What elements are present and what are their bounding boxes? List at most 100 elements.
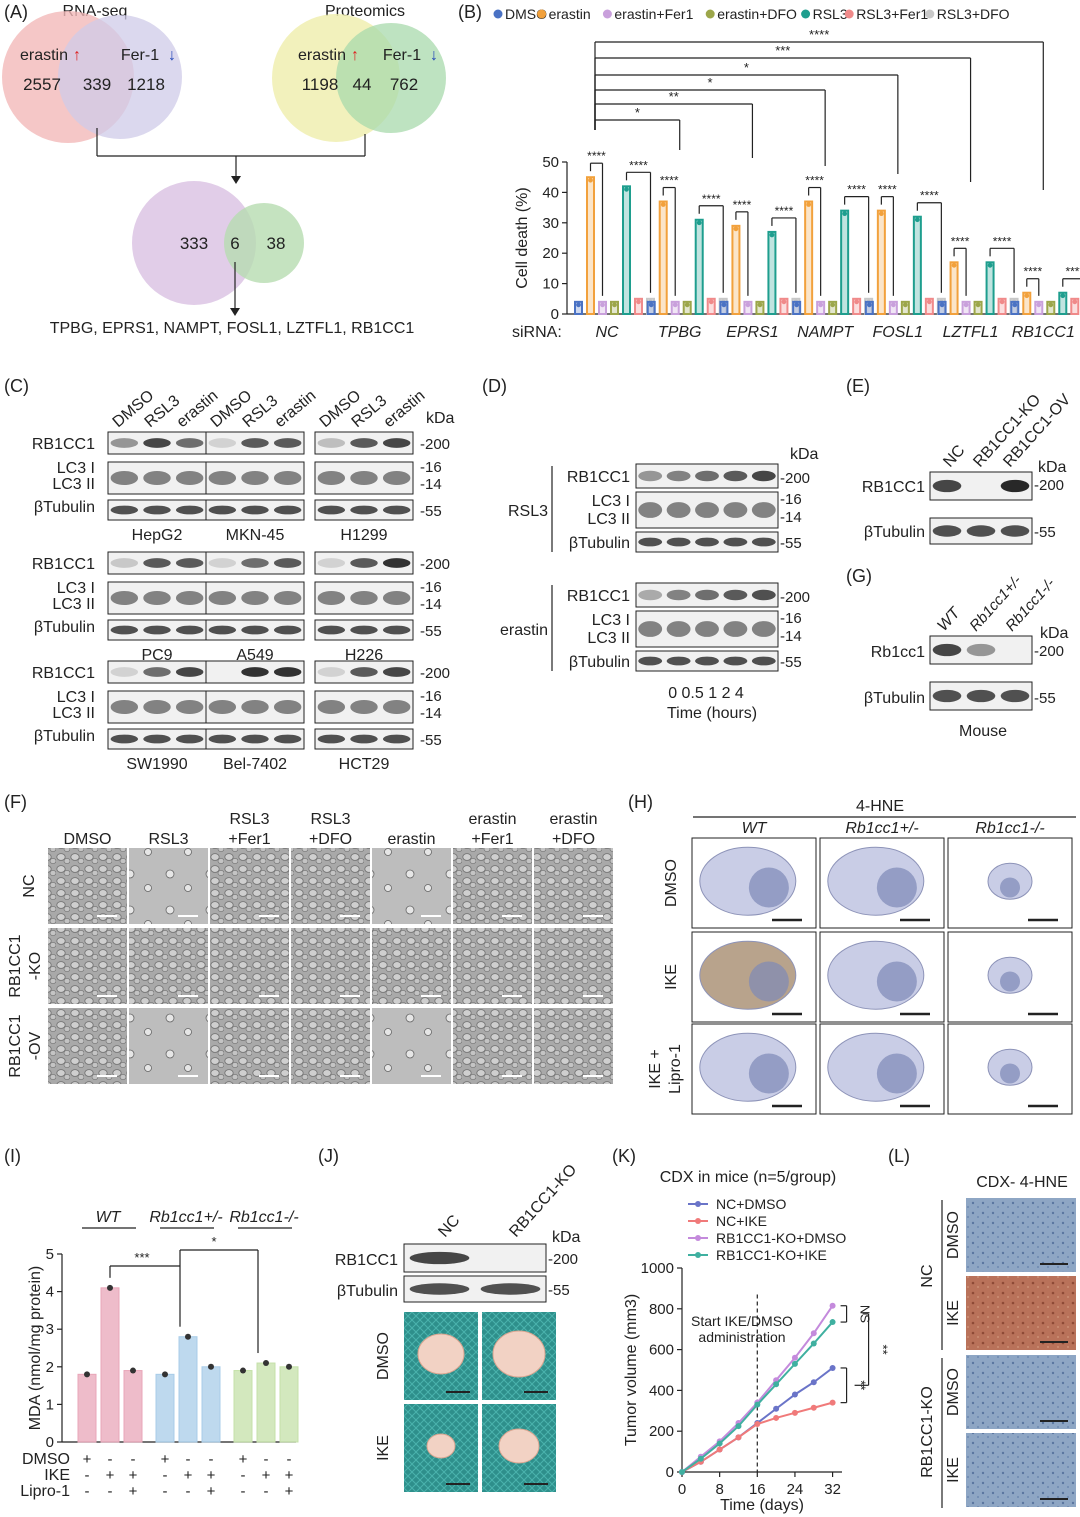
data-point (902, 302, 908, 308)
data-point (781, 299, 787, 305)
row-label-rb1cc1: RB1CC1 (32, 436, 95, 453)
legend-marker-4 (801, 9, 811, 19)
condition-sign: + (161, 1451, 170, 1468)
bar-EPRS1-0 (719, 300, 729, 315)
chart-title: CDX in mice (n=5/group) (660, 1169, 837, 1186)
y-axis-label: MDA (nmol/mg protein) (27, 1266, 44, 1431)
x-tick-label: 8 (715, 1481, 723, 1498)
blot-rb1cc1-band (110, 558, 139, 568)
data-point (754, 1401, 761, 1408)
row-label-lc3ii: LC3 II (52, 596, 95, 613)
sig-label: *** (134, 1250, 149, 1265)
data-point (951, 262, 957, 268)
blot-tubulin-band (317, 505, 346, 515)
y-tick-label: 0 (551, 306, 559, 323)
blot-rb1cc1-band (273, 667, 302, 677)
blot-tubulin-band (723, 656, 748, 666)
bar-FOSL1-0 (864, 300, 874, 315)
legend-marker-0 (695, 1201, 701, 1207)
mda-bar (178, 1336, 198, 1443)
marker-55: -55 (420, 623, 442, 640)
lane-label: NC (940, 442, 968, 471)
sig-label: **** (951, 234, 970, 248)
genotype-label: WT (742, 820, 768, 837)
group-label-2: Rb1cc1-/- (229, 1209, 298, 1226)
combined-n-right: 38 (267, 234, 286, 253)
row-label: RB1CC1 (862, 479, 925, 496)
bar-TPBG-2 (670, 300, 680, 315)
marker-14: -14 (420, 476, 442, 493)
blot-lc3-band (143, 470, 171, 486)
row-label-lc3ii: LC3 II (587, 511, 630, 528)
bar-LZTFL1-4 (985, 261, 995, 316)
blot-rb1cc1-band (932, 479, 962, 493)
marker: -14 (780, 509, 802, 526)
y-tick-label: 0 (666, 1464, 674, 1481)
photo-row-label: DMSO (375, 1332, 392, 1380)
category-label-NC: NC (595, 324, 619, 341)
cell-line-label: HepG2 (132, 527, 183, 544)
panel-letter-c: (C) (4, 376, 29, 396)
legend-marker-5 (844, 9, 854, 19)
blot-tubulin-band (241, 734, 269, 744)
data-point (975, 302, 981, 308)
blot-tubulin-band (208, 625, 237, 635)
kda-label: kDa (1040, 625, 1069, 642)
category-label-LZTFL1: LZTFL1 (943, 324, 999, 341)
blot-rb1cc1-band (175, 438, 204, 448)
blot-lc3-band (350, 590, 378, 606)
cell-line-label: H1299 (340, 527, 387, 544)
data-point (588, 177, 593, 183)
blot-rb1cc1-band (241, 558, 269, 568)
blot-tubulin-band (317, 625, 346, 635)
prot-fer1-circle (336, 23, 446, 133)
data-point (1012, 302, 1018, 308)
sig-label: **** (878, 183, 897, 197)
condition-sign: - (186, 1451, 191, 1468)
micrograph (372, 848, 451, 924)
x-tick-label: 16 (749, 1481, 766, 1498)
x-tick-label: 0 (678, 1481, 686, 1498)
treatment-label: Lipro-1 (667, 1044, 684, 1094)
blot-lc3-band (382, 699, 411, 715)
sig-label: **** (660, 174, 679, 188)
data-point (914, 217, 920, 223)
row-label-lc3i: LC3 I (57, 689, 95, 706)
bar-RB1CC1-1 (1022, 291, 1032, 316)
marker-200: -200 (420, 556, 450, 573)
prot-right-label: Fer-1 (383, 47, 421, 64)
vline-annotation: administration (698, 1329, 785, 1345)
row-label: DMSO (945, 1211, 962, 1259)
blot-lc3-band (751, 621, 776, 637)
blot-tubulin-band (480, 1283, 541, 1295)
data-point (829, 1399, 836, 1406)
micrograph (291, 848, 370, 924)
condition-sign: - (85, 1483, 90, 1500)
data-point (791, 1409, 798, 1416)
row-label: -OV (27, 1031, 44, 1060)
blot-rb1cc1-band (723, 470, 748, 482)
arrow-head-icon (231, 176, 241, 184)
col-label: +DFO (309, 831, 352, 848)
data-point (672, 302, 678, 308)
kda-label: kDa (790, 446, 819, 463)
blot-rb1cc1-band (966, 643, 996, 657)
blot-lc3-band (110, 699, 139, 715)
cell-line-label: MKN-45 (226, 527, 285, 544)
kda-label: kDa (426, 410, 455, 427)
data-point (240, 1367, 246, 1374)
blot-rb1cc1-band (382, 667, 411, 677)
micrograph (129, 1008, 208, 1084)
photo-row-label: IKE (375, 1435, 392, 1461)
mda-bar (123, 1370, 143, 1443)
blot-rb1cc1-band (208, 558, 237, 568)
bar-TPBG-0 (646, 300, 656, 315)
col-label: RSL3 (148, 831, 188, 848)
y-tick-label: 2 (46, 1359, 54, 1376)
condition-sign: + (129, 1467, 138, 1484)
condition-label: IKE (44, 1467, 70, 1484)
embryo-liver (876, 1053, 917, 1094)
mda-bar (279, 1366, 299, 1443)
legend-label-2: RB1CC1-KO+DMSO (716, 1230, 846, 1246)
condition-sign: - (287, 1451, 292, 1468)
